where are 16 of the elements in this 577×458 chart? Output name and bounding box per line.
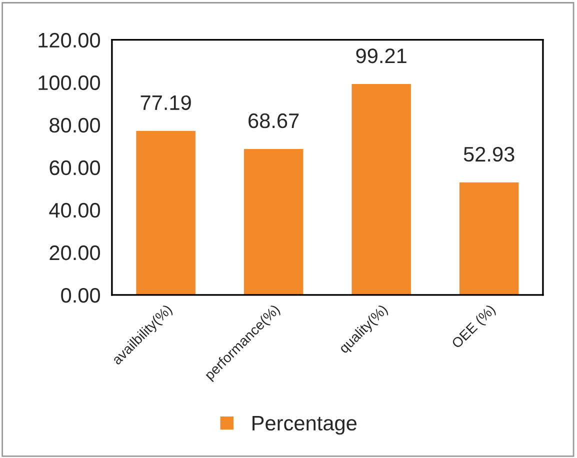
data-label: 52.93 [464, 146, 514, 162]
bar [136, 130, 196, 295]
y-tick-label: 80.00 [50, 118, 100, 133]
y-tick-label: 100.00 [38, 75, 100, 90]
data-label: 77.19 [140, 95, 191, 110]
bar [244, 148, 304, 295]
y-tick-label: 40.00 [49, 202, 100, 218]
legend-label: Percentage [252, 416, 356, 435]
data-label: 99.21 [356, 48, 406, 64]
y-tick-label: 120.00 [38, 32, 100, 48]
data-label: 68.67 [248, 113, 299, 128]
bar [352, 84, 411, 295]
y-tick-label: 0.00 [61, 288, 100, 303]
y-tick-label: 60.00 [50, 160, 100, 176]
bar [459, 182, 519, 295]
y-tick-label: 20.00 [50, 245, 100, 260]
